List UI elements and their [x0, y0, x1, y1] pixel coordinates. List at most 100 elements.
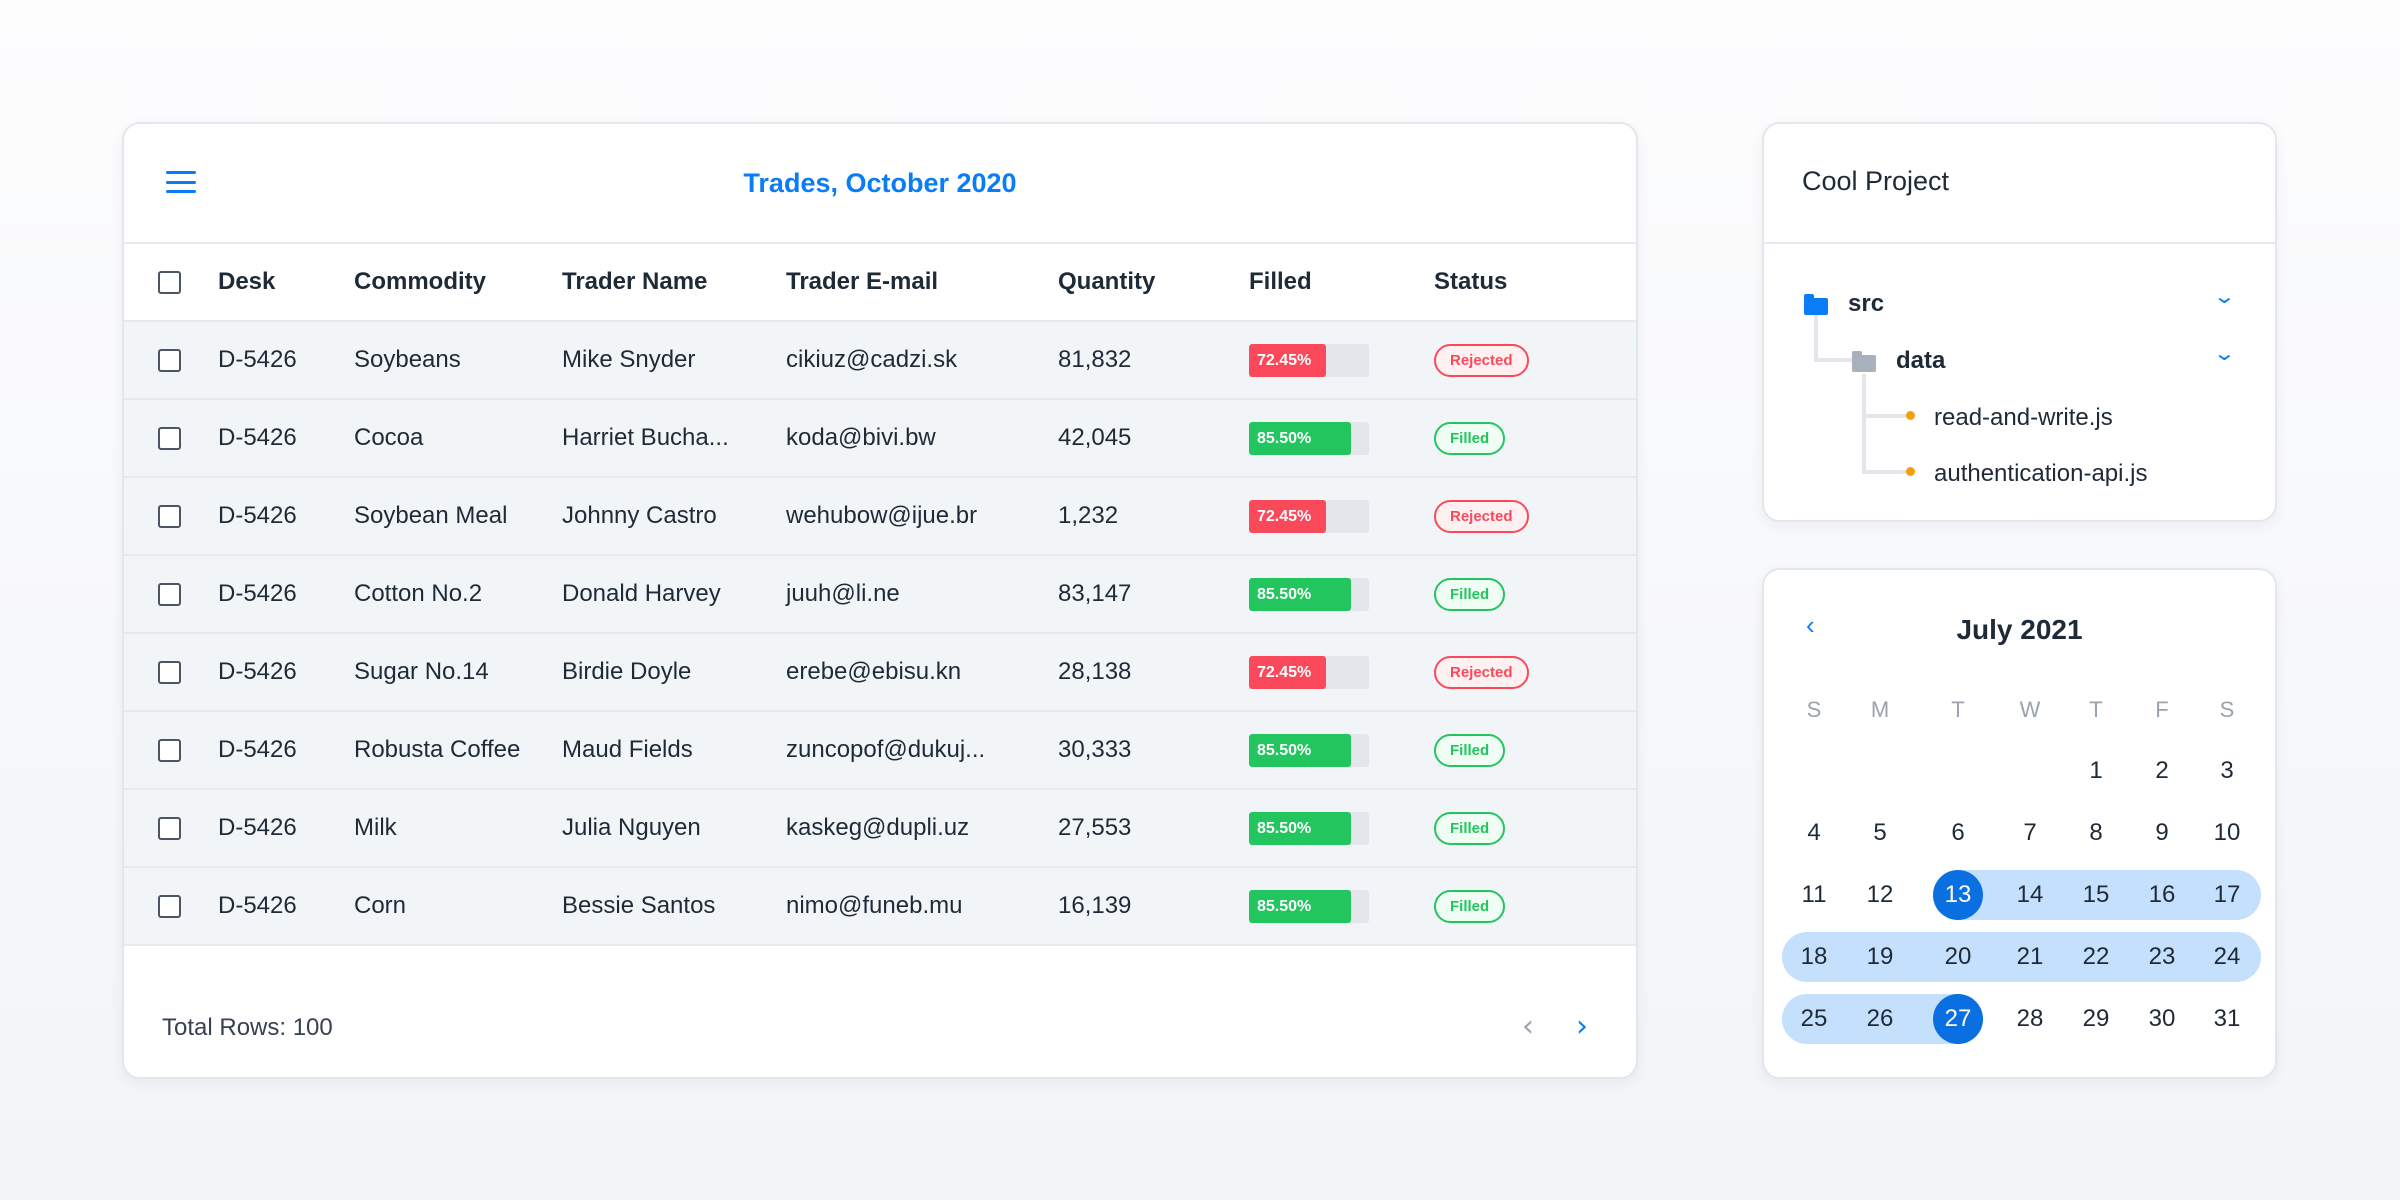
calendar-day-selected[interactable]: 27 [1933, 994, 1983, 1044]
filled-progress-bar: 72.45% [1249, 656, 1369, 689]
tree-file[interactable]: read-and-write.js [1934, 404, 2113, 431]
tree-file[interactable]: authentication-api.js [1934, 460, 2148, 487]
row-checkbox[interactable] [158, 349, 181, 372]
trades-header: Trades, October 2020 [124, 124, 1636, 244]
calendar-day[interactable]: 5 [1873, 819, 1887, 846]
total-rows: Total Rows: 100 [162, 1014, 333, 1041]
row-checkbox[interactable] [158, 505, 181, 528]
desk-cell: D-5426 [218, 736, 297, 763]
calendar-day[interactable]: 2 [2155, 757, 2169, 784]
table-row[interactable]: D-5426 Cocoa Harriet Bucha... koda@bivi.bw 4… [124, 400, 1636, 478]
table-row[interactable]: D-5426 Cotton No.2 Donald Harvey juuh@li.ne… [124, 556, 1636, 634]
weekday-label: W [2019, 697, 2041, 722]
row-checkbox[interactable] [158, 583, 181, 606]
trader-email-cell: cikiuz@cadzi.sk [786, 346, 958, 373]
calendar-day[interactable]: 11 [1801, 881, 1827, 908]
calendar-day[interactable]: 10 [2213, 819, 2241, 846]
calendar-day[interactable]: 4 [1807, 819, 1821, 846]
trader-email-cell: wehubow@ijue.br [786, 502, 978, 529]
calendar-day[interactable]: 25 [1800, 1005, 1828, 1032]
status-badge: Filled [1434, 734, 1506, 767]
filled-progress-bar: 85.50% [1249, 578, 1369, 611]
next-page-button[interactable]: › [1576, 1009, 1588, 1044]
calendar-day-selected[interactable]: 13 [1933, 870, 1983, 920]
column-header-desk[interactable]: Desk [218, 268, 276, 295]
calendar-day[interactable]: 18 [1800, 943, 1828, 970]
page-title: Trades, October 2020 [743, 168, 1017, 198]
prev-page-button[interactable]: ‹ [1522, 1009, 1534, 1044]
column-header-status[interactable]: Status [1434, 268, 1508, 295]
filled-progress-fill: 85.50% [1249, 812, 1351, 845]
calendar-day[interactable]: 29 [2082, 1005, 2110, 1032]
column-header-trader-email[interactable]: Trader E-mail [786, 268, 939, 295]
calendar-day[interactable]: 17 [2213, 881, 2241, 908]
calendar-day[interactable]: 9 [2155, 819, 2169, 846]
trades-card: Trades, October 2020 Desk Commodity Trad… [122, 122, 1638, 1079]
table-row[interactable]: D-5426 Robusta Coffee Maud Fields zuncopof@… [124, 712, 1636, 790]
quantity-cell: 27,553 [1058, 814, 1132, 841]
desk-cell: D-5426 [218, 346, 297, 373]
column-header-filled[interactable]: Filled [1249, 268, 1312, 295]
calendar-day[interactable]: 28 [2016, 1005, 2044, 1032]
chevron-down-icon[interactable]: ⌄ [2212, 343, 2237, 365]
select-all-checkbox[interactable] [158, 271, 181, 294]
commodity-cell: Sugar No.14 [354, 658, 489, 685]
calendar-day[interactable]: 7 [2023, 819, 2037, 846]
calendar-day[interactable]: 26 [1866, 1005, 1894, 1032]
calendar-day[interactable]: 19 [1866, 943, 1894, 970]
status-badge: Rejected [1434, 500, 1529, 533]
prev-month-button[interactable]: ‹ [1806, 610, 1815, 640]
calendar-day[interactable]: 16 [2148, 881, 2176, 908]
table-row[interactable]: D-5426 Corn Bessie Santos nimo@funeb.mu 16,1… [124, 868, 1636, 946]
calendar-day[interactable]: 15 [2082, 881, 2110, 908]
table-row[interactable]: D-5426 Soybean Meal Johnny Castro wehubow@i… [124, 478, 1636, 556]
weekday-label: T [1951, 697, 1965, 722]
column-header-trader-name[interactable]: Trader Name [562, 268, 708, 295]
row-checkbox[interactable] [158, 661, 181, 684]
calendar-day[interactable]: 30 [2148, 1005, 2176, 1032]
table-row[interactable]: D-5426 Milk Julia Nguyen kaskeg@dupli.uz 27,… [124, 790, 1636, 868]
trader-name-cell: Bessie Santos [562, 892, 716, 919]
calendar-day[interactable]: 20 [1944, 943, 1972, 970]
row-checkbox[interactable] [158, 739, 181, 762]
tree-folder-src[interactable]: src [1848, 290, 1885, 317]
commodity-cell: Corn [354, 892, 407, 919]
column-header-quantity[interactable]: Quantity [1058, 268, 1156, 295]
row-checkbox[interactable] [158, 427, 181, 450]
trader-email-cell: erebe@ebisu.kn [786, 658, 962, 685]
quantity-cell: 1,232 [1058, 502, 1119, 529]
calendar-day[interactable]: 3 [2220, 757, 2234, 784]
calendar-day[interactable]: 8 [2089, 819, 2103, 846]
column-header-commodity[interactable]: Commodity [354, 268, 486, 295]
row-checkbox[interactable] [158, 817, 181, 840]
table-row[interactable]: D-5426 Sugar No.14 Birdie Doyle erebe@ebisu… [124, 634, 1636, 712]
weekday-label: F [2155, 697, 2169, 722]
folder-icon [1852, 351, 1876, 372]
calendar-day[interactable]: 23 [2148, 943, 2176, 970]
calendar-title: July 2021 [1956, 614, 2083, 645]
calendar-day[interactable]: 22 [2082, 943, 2110, 970]
calendar-day[interactable]: 31 [2213, 1005, 2241, 1032]
desk-cell: D-5426 [218, 892, 297, 919]
trader-name-cell: Donald Harvey [562, 580, 721, 607]
weekday-label: M [1870, 697, 1890, 722]
table-row[interactable]: D-5426 Soybeans Mike Snyder cikiuz@cadzi.sk… [124, 322, 1636, 400]
row-checkbox[interactable] [158, 895, 181, 918]
calendar-day[interactable]: 14 [2016, 881, 2044, 908]
chevron-down-icon[interactable]: ⌄ [2212, 286, 2237, 308]
filled-progress-bar: 85.50% [1249, 734, 1369, 767]
trader-name-cell: Birdie Doyle [562, 658, 692, 685]
calendar-day[interactable]: 12 [1866, 881, 1894, 908]
tree-folder-data[interactable]: data [1896, 347, 1946, 374]
desk-cell: D-5426 [218, 502, 297, 529]
file-dot-icon [1906, 467, 1915, 476]
calendar-day[interactable]: 1 [2089, 757, 2103, 784]
trader-email-cell: zuncopof@dukuj... [786, 736, 986, 763]
desk-cell: D-5426 [218, 658, 297, 685]
calendar-day[interactable]: 6 [1951, 819, 1965, 846]
calendar-day[interactable]: 24 [2213, 943, 2241, 970]
filled-progress-fill: 72.45% [1249, 500, 1326, 533]
menu-icon[interactable] [166, 171, 196, 193]
calendar-day[interactable]: 21 [2016, 943, 2044, 970]
commodity-cell: Cotton No.2 [354, 580, 483, 607]
